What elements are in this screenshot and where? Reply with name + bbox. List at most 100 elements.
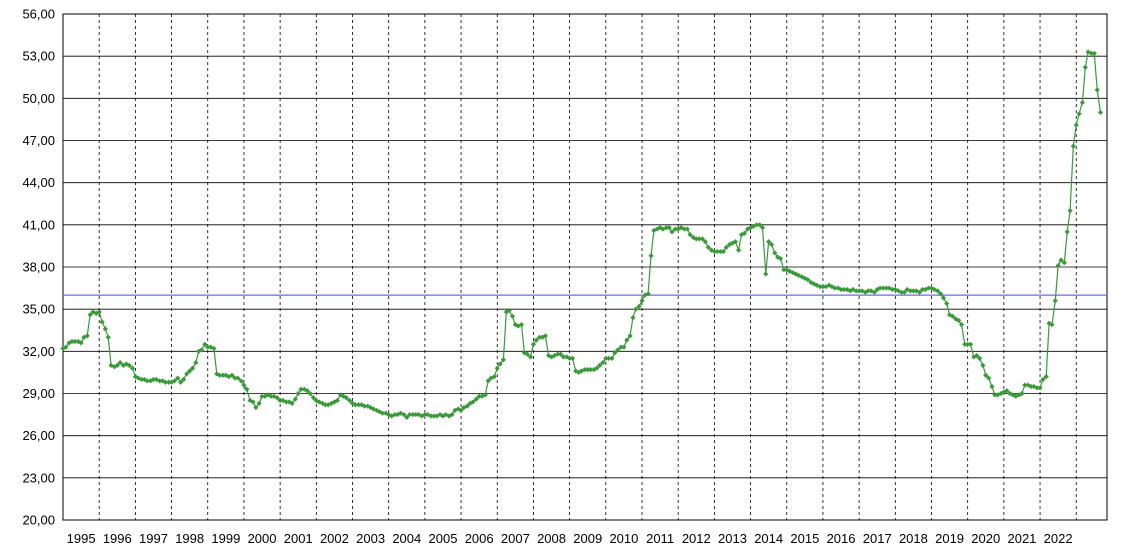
data-point-marker (193, 359, 199, 366)
data-point-marker (627, 333, 633, 339)
data-point-marker (208, 344, 214, 350)
data-point-marker (69, 338, 75, 345)
data-point-marker (696, 236, 702, 242)
data-point-marker (259, 393, 265, 399)
data-point-marker (820, 284, 826, 290)
data-point-marker (289, 400, 295, 406)
data-point-marker (931, 286, 937, 293)
x-tick-label: 2021 (1007, 531, 1036, 546)
data-point-marker (111, 364, 117, 370)
data-point-marker (853, 288, 859, 294)
data-point-marker (597, 362, 603, 368)
data-point-marker (268, 393, 274, 399)
data-point-marker (410, 411, 416, 418)
data-point-marker (567, 355, 573, 361)
data-point-marker (606, 355, 612, 361)
data-point-marker (449, 411, 455, 418)
data-point-marker (585, 367, 591, 373)
x-tick-label: 2014 (754, 531, 783, 546)
data-point-marker (1079, 99, 1085, 106)
data-point-marker (367, 404, 374, 411)
data-point-marker (497, 361, 503, 367)
data-point-marker (455, 406, 461, 412)
y-tick-label: 35,00 (22, 302, 55, 317)
data-point-marker (99, 319, 105, 325)
x-tick-label: 2002 (320, 531, 349, 546)
data-point-marker (946, 312, 953, 318)
vertical-gridlines (98, 14, 1077, 520)
data-point-marker (886, 285, 892, 291)
data-point-marker (1088, 50, 1095, 56)
data-point-marker (126, 362, 132, 368)
data-point-marker (684, 226, 690, 232)
x-tick-label: 2018 (899, 531, 928, 546)
data-point-marker (937, 291, 944, 297)
x-tick-label: 2007 (501, 531, 530, 546)
data-point-marker (591, 367, 597, 373)
data-point-marker (555, 351, 561, 357)
x-tick-label: 2020 (971, 531, 1000, 546)
data-point-marker (757, 222, 763, 228)
x-tick-label: 2012 (682, 531, 711, 546)
data-point-marker (1061, 260, 1067, 266)
x-tick-label: 2017 (863, 531, 892, 546)
data-point-marker (871, 289, 877, 295)
x-tick-label: 2013 (718, 531, 747, 546)
data-point-marker (473, 396, 479, 402)
data-point-marker (304, 388, 310, 394)
data-point-marker (120, 362, 127, 368)
data-point-marker (642, 292, 648, 298)
data-point-marker (925, 285, 932, 291)
data-point-marker (986, 375, 992, 381)
data-point-marker (105, 334, 111, 340)
data-point-marker (485, 378, 491, 384)
data-point-marker (349, 400, 356, 406)
data-point-marker (157, 378, 163, 384)
data-point-marker (464, 403, 470, 409)
series-markers (60, 49, 1104, 420)
data-point-marker (147, 378, 154, 384)
data-point-marker (790, 270, 796, 276)
data-point-marker (202, 341, 208, 347)
y-tick-label: 29,00 (22, 386, 55, 401)
x-tick-label: 2004 (392, 531, 421, 546)
data-point-marker (129, 365, 136, 371)
data-point-marker (536, 334, 543, 340)
data-point-marker (874, 286, 880, 293)
data-point-marker (889, 286, 896, 293)
data-point-marker (374, 407, 380, 413)
data-point-marker (337, 392, 344, 398)
y-tick-label: 44,00 (22, 175, 55, 190)
data-point-marker (292, 396, 298, 402)
data-point-marker (910, 288, 916, 294)
data-point-marker (781, 267, 787, 273)
data-point-marker (383, 410, 389, 416)
y-tick-label: 26,00 (22, 428, 55, 443)
data-point-marker (904, 286, 910, 293)
data-point-marker (621, 344, 627, 350)
data-point-marker (1049, 322, 1055, 328)
data-point-marker (808, 279, 814, 286)
data-point-marker (1034, 385, 1040, 391)
data-point-marker (1094, 87, 1100, 93)
data-point-marker (361, 403, 368, 409)
data-point-marker (564, 354, 570, 360)
data-point-marker (1028, 383, 1034, 390)
data-point-marker (956, 317, 962, 324)
data-point-marker (666, 225, 672, 231)
data-point-marker (241, 382, 247, 388)
data-point-marker (578, 368, 585, 374)
data-point-marker (859, 288, 865, 294)
data-point-marker (901, 289, 907, 295)
data-point-marker (220, 372, 226, 378)
data-point-marker (1058, 257, 1064, 263)
data-point-marker (895, 288, 901, 294)
data-point-marker (404, 414, 410, 420)
y-tick-label: 32,00 (22, 344, 55, 359)
data-point-marker (180, 376, 187, 383)
data-point-marker (609, 355, 615, 361)
data-point-marker (162, 379, 169, 385)
x-tick-label: 1997 (139, 531, 168, 546)
data-point-marker (998, 390, 1004, 397)
data-point-marker (557, 351, 564, 357)
